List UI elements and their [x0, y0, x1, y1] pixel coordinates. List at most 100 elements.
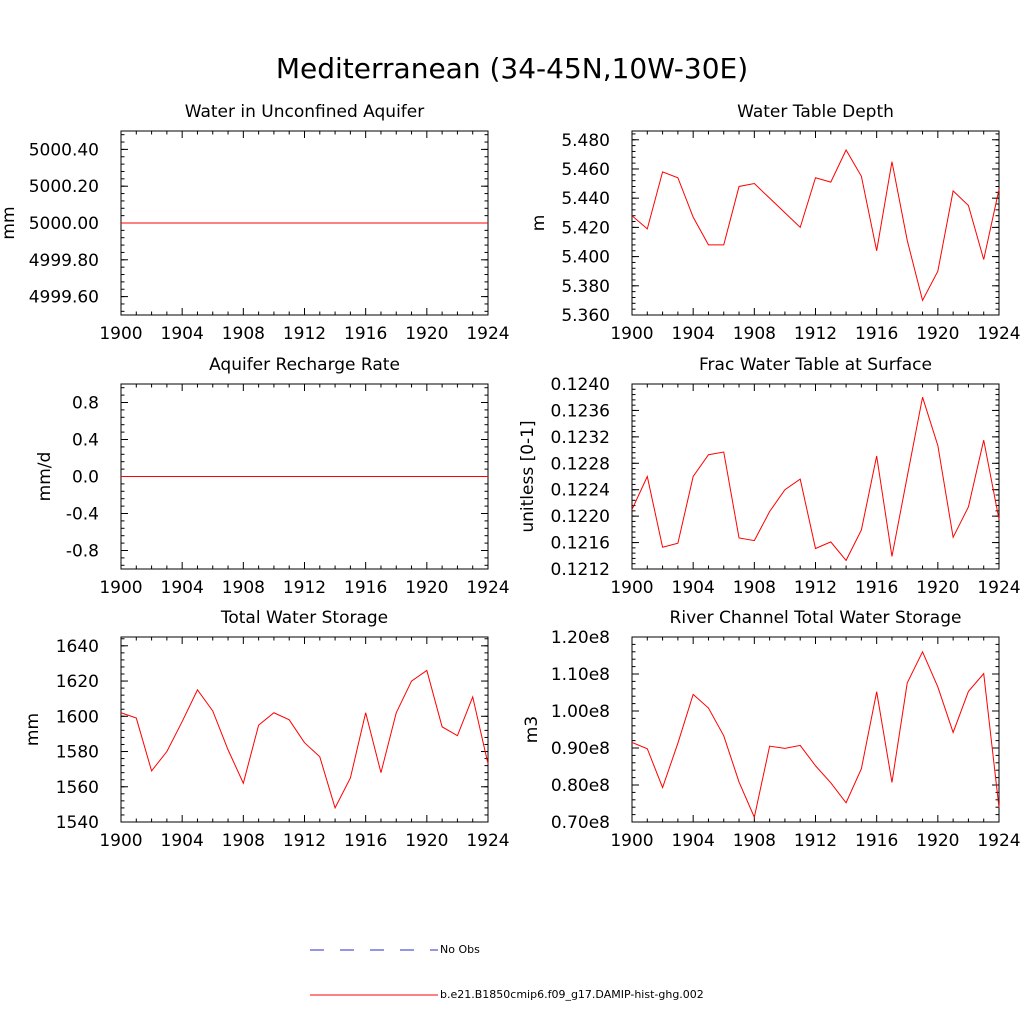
plot-frame — [631, 383, 1000, 570]
x-tick-label: 1916 — [855, 578, 898, 598]
legend-swatch-dashed — [310, 949, 438, 951]
panel-water-table-depth: Water Table Depth m 1900 1904 1908 1912 1916 19… — [529, 102, 1021, 344]
y-tick-label: 0.90e8 — [551, 739, 610, 759]
y-tick-label: 1600 — [56, 707, 99, 727]
x-tick-label: 1916 — [855, 324, 898, 344]
y-tick-label: 5.440 — [561, 189, 610, 209]
x-tick-label: 1924 — [466, 578, 509, 598]
y-tick-label: 1620 — [56, 672, 99, 692]
y-axis-label: mm/d — [35, 452, 55, 502]
x-tick-label: 1900 — [610, 324, 653, 344]
x-tick-label: 1916 — [344, 831, 387, 851]
plot-frame — [631, 130, 1000, 316]
x-tick-label: 1908 — [222, 324, 265, 344]
y-axis-label: m3 — [522, 716, 542, 743]
panel-title: Water in Unconfined Aquifer — [185, 102, 425, 122]
y-tick-label: 0.1224 — [551, 481, 610, 501]
legend-label: No Obs — [440, 943, 480, 956]
y-tick-label: 0.1216 — [551, 534, 610, 554]
y-tick-label: -0.8 — [66, 542, 99, 562]
y-tick-label: 1.10e8 — [551, 665, 610, 685]
panel-title: Aquifer Recharge Rate — [209, 355, 400, 375]
y-tick-label: 5000.40 — [29, 140, 99, 160]
y-tick-label: 1.00e8 — [551, 702, 610, 722]
panel-title: Frac Water Table at Surface — [699, 355, 932, 375]
panel-aquifer-recharge-rate: Aquifer Recharge Rate mm/d 1900 1904 1908 191… — [35, 355, 510, 598]
y-tick-label: 1540 — [56, 813, 99, 833]
y-tick-label: 1640 — [56, 637, 99, 657]
plot-frame — [120, 636, 489, 823]
y-tick-label: 1.20e8 — [551, 628, 610, 648]
x-tick-label: 1916 — [855, 831, 898, 851]
y-tick-label: 0.1232 — [551, 428, 610, 448]
panel-water-in-unconfined-aquifer: Water in Unconfined Aquifer mm 1900 1904 190… — [0, 102, 510, 344]
series-line — [631, 397, 1000, 562]
y-tick-label: 5.400 — [561, 248, 610, 268]
x-tick-label: 1908 — [733, 578, 776, 598]
y-axis-label: mm — [0, 206, 19, 239]
x-tick-label: 1920 — [405, 324, 448, 344]
x-tick-label: 1920 — [916, 578, 959, 598]
series-line — [631, 650, 1000, 819]
figure-title: Mediterranean (34-45N,10W-30E) — [275, 52, 749, 85]
y-tick-label: 0.1220 — [551, 507, 610, 527]
panel-total-water-storage: Total Water Storage mm 1900 1904 1908 1912 191… — [23, 608, 510, 851]
series-line — [120, 669, 489, 810]
x-tick-label: 1920 — [405, 578, 448, 598]
x-tick-label: 1912 — [283, 578, 326, 598]
x-tick-label: 1900 — [610, 578, 653, 598]
x-tick-label: 1908 — [222, 578, 265, 598]
y-axis-label: m — [529, 215, 549, 232]
plot-frame — [631, 636, 1000, 823]
x-tick-label: 1904 — [672, 831, 715, 851]
x-tick-label: 1900 — [99, 324, 142, 344]
x-tick-label: 1908 — [733, 831, 776, 851]
x-tick-label: 1912 — [283, 324, 326, 344]
x-tick-label: 1900 — [610, 831, 653, 851]
x-tick-label: 1912 — [794, 831, 837, 851]
y-tick-label: 0.1236 — [551, 401, 610, 421]
x-tick-label: 1904 — [672, 578, 715, 598]
y-tick-label: 1560 — [56, 778, 99, 798]
legend-swatch-solid — [310, 994, 438, 996]
y-tick-label: 5.380 — [561, 277, 610, 297]
y-tick-label: 4999.80 — [29, 251, 99, 271]
y-tick-label: 5000.00 — [29, 214, 99, 234]
y-tick-label: 0.80e8 — [551, 776, 610, 796]
x-tick-label: 1908 — [733, 324, 776, 344]
y-tick-label: 0.1228 — [551, 454, 610, 474]
x-tick-label: 1904 — [161, 831, 204, 851]
panel-frac-water-table-at-surface: Frac Water Table at Surface unitless [0-1… — [518, 355, 1021, 598]
x-tick-label: 1916 — [344, 578, 387, 598]
x-tick-label: 1904 — [161, 324, 204, 344]
y-tick-label: 0.8 — [72, 394, 99, 414]
y-tick-label: 1580 — [56, 743, 99, 763]
x-tick-label: 1920 — [916, 831, 959, 851]
x-tick-label: 1912 — [283, 831, 326, 851]
y-tick-label: -0.4 — [66, 505, 99, 525]
y-axis-label: mm — [23, 713, 43, 746]
x-tick-label: 1920 — [916, 324, 959, 344]
legend-item-model-run: b.e21.B1850cmip6.f09_g17.DAMIP-hist-ghg.… — [310, 985, 910, 1005]
x-tick-label: 1924 — [466, 831, 509, 851]
x-tick-label: 1924 — [977, 578, 1020, 598]
x-tick-label: 1920 — [405, 831, 448, 851]
y-tick-label: 4999.60 — [29, 288, 99, 308]
series-line — [631, 148, 1000, 302]
x-tick-label: 1924 — [977, 831, 1020, 851]
y-tick-label: 0.1212 — [551, 560, 610, 580]
y-tick-label: 5.420 — [561, 218, 610, 238]
x-tick-label: 1900 — [99, 831, 142, 851]
x-tick-label: 1924 — [977, 324, 1020, 344]
legend-label: b.e21.B1850cmip6.f09_g17.DAMIP-hist-ghg.… — [440, 988, 704, 1001]
x-tick-label: 1924 — [466, 324, 509, 344]
y-tick-label: 5.360 — [561, 306, 610, 326]
y-tick-label: 5000.20 — [29, 177, 99, 197]
panel-title: Total Water Storage — [220, 608, 388, 628]
panel-title: Water Table Depth — [737, 102, 894, 122]
x-tick-label: 1904 — [161, 578, 204, 598]
y-tick-label: 0.0 — [72, 468, 99, 488]
x-tick-label: 1912 — [794, 578, 837, 598]
